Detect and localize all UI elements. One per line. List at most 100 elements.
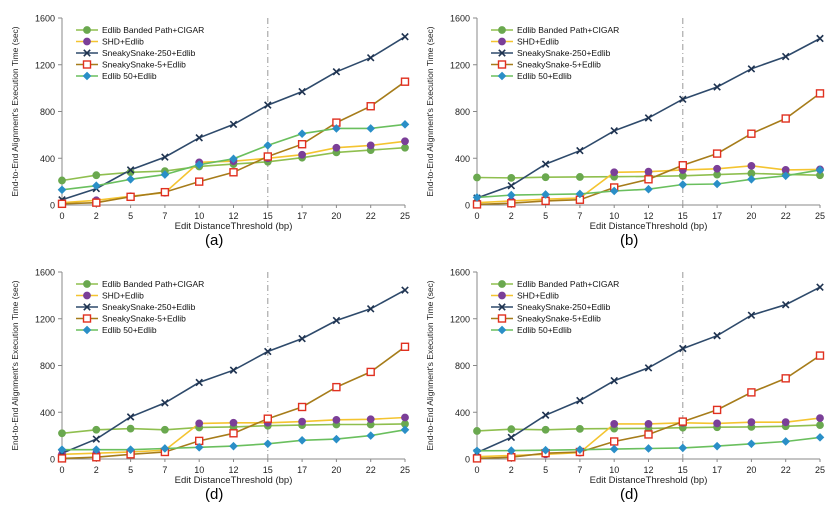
x-tick-label: 2 bbox=[94, 465, 99, 475]
x-tick-label: 25 bbox=[815, 465, 825, 475]
caption-c: (d) bbox=[205, 486, 224, 503]
data-point-s5 bbox=[575, 189, 585, 199]
y-axis-label: End-to-End Alignment's Execution Time (s… bbox=[10, 280, 20, 450]
data-point-s2 bbox=[332, 143, 341, 152]
y-axis-label: End-to-End Alignment's Execution Time (s… bbox=[425, 26, 435, 196]
data-point-s5 bbox=[91, 445, 101, 454]
x-marker-stroke bbox=[679, 95, 687, 103]
data-point-s5 bbox=[126, 445, 135, 454]
x-marker-stroke bbox=[195, 134, 203, 142]
data-point-s4 bbox=[263, 414, 272, 423]
data-point-s2 bbox=[713, 164, 722, 173]
chart-panel-b: 0 400 800 1200 1600 0 2 5 7 10 12 15 17 20 22 25 Edit Di… bbox=[415, 0, 830, 254]
x-marker-stroke bbox=[229, 120, 238, 129]
data-point-s4 bbox=[297, 140, 307, 149]
data-point-s2 bbox=[401, 413, 409, 422]
data-point-s2 bbox=[644, 167, 653, 176]
data-point-s2 bbox=[747, 418, 756, 427]
data-point-s5 bbox=[229, 154, 238, 164]
data-point-s3 bbox=[161, 153, 169, 161]
data-point-s3 bbox=[679, 344, 687, 353]
data-point-s4 bbox=[57, 199, 67, 209]
x-axis-label: Edit DistanceThreshold (bp) bbox=[590, 221, 708, 232]
data-point-s1 bbox=[541, 425, 550, 434]
data-point-s3 bbox=[576, 396, 584, 405]
data-point-s2 bbox=[747, 161, 756, 170]
x-marker-stroke bbox=[126, 166, 135, 174]
data-point-s4 bbox=[712, 149, 722, 158]
y-tick-label: 400 bbox=[40, 408, 55, 418]
legend-label: SneakySnake-250+Edlib bbox=[517, 48, 611, 58]
data-point-s3 bbox=[816, 283, 824, 291]
legend-marker bbox=[497, 314, 507, 323]
x-tick-label: 22 bbox=[781, 465, 791, 475]
data-point-s5 bbox=[644, 444, 653, 453]
y-tick-label: 800 bbox=[455, 361, 470, 371]
x-tick-label: 20 bbox=[331, 465, 341, 475]
legend-marker bbox=[498, 49, 506, 57]
data-point-s1 bbox=[507, 425, 516, 434]
data-point-s5 bbox=[644, 184, 653, 194]
data-point-s4 bbox=[747, 388, 756, 397]
legend-label: Edlib 50+Edlib bbox=[102, 325, 157, 335]
data-point-s5 bbox=[297, 435, 307, 445]
data-point-s4 bbox=[400, 77, 410, 86]
data-point-s5 bbox=[263, 439, 273, 449]
x-tick-label: 12 bbox=[228, 211, 238, 221]
data-point-s3 bbox=[507, 433, 516, 442]
y-tick-label: 0 bbox=[50, 201, 55, 211]
x-tick-label: 25 bbox=[400, 211, 410, 221]
x-marker-stroke bbox=[126, 413, 135, 421]
chart-panel-d: 0 400 800 1200 1600 0 2 5 7 10 12 15 17 20 22 25 Edit Di… bbox=[415, 254, 830, 508]
legend-label: SHD+Edlib bbox=[102, 291, 144, 301]
data-point-s4 bbox=[644, 175, 653, 184]
legend-label: SneakySnake-5+Edlib bbox=[102, 60, 186, 70]
y-tick-label: 800 bbox=[40, 107, 55, 117]
legend-label: Edlib 50+Edlib bbox=[517, 71, 572, 81]
legend-marker bbox=[498, 26, 506, 34]
data-point-s2 bbox=[366, 415, 375, 424]
legend-marker bbox=[83, 26, 91, 34]
x-tick-label: 22 bbox=[366, 211, 376, 221]
data-point-s4 bbox=[644, 430, 653, 439]
legend-marker bbox=[83, 291, 91, 300]
x-tick-label: 5 bbox=[543, 211, 548, 221]
data-point-s3 bbox=[713, 331, 721, 340]
x-tick-label: 20 bbox=[331, 211, 341, 221]
x-marker-stroke bbox=[644, 114, 653, 122]
x-tick-label: 15 bbox=[263, 465, 273, 475]
y-tick-label: 1200 bbox=[35, 314, 55, 324]
legend-label: SneakySnake-250+Edlib bbox=[517, 302, 611, 312]
data-point-s3 bbox=[126, 166, 135, 174]
data-point-s5 bbox=[747, 174, 756, 184]
data-point-s1 bbox=[507, 173, 516, 182]
data-point-s3 bbox=[610, 127, 618, 135]
data-point-s4 bbox=[297, 402, 307, 412]
data-point-s3 bbox=[507, 181, 516, 190]
x-tick-label: 17 bbox=[712, 211, 722, 221]
x-marker-stroke bbox=[781, 52, 790, 61]
data-point-s5 bbox=[678, 443, 688, 453]
x-marker-stroke bbox=[161, 153, 169, 161]
x-tick-label: 17 bbox=[297, 465, 307, 475]
data-point-s5 bbox=[678, 180, 688, 189]
legend-label: Edlib 50+Edlib bbox=[517, 325, 572, 335]
data-point-s2 bbox=[610, 168, 619, 177]
data-point-s2 bbox=[713, 419, 722, 428]
legend-marker bbox=[498, 303, 506, 311]
data-point-s1 bbox=[58, 429, 66, 438]
x-tick-label: 7 bbox=[162, 211, 167, 221]
x-tick-label: 12 bbox=[228, 465, 238, 475]
legend-label: Edlib Banded Path+CIGAR bbox=[102, 25, 204, 35]
x-marker-stroke bbox=[576, 396, 584, 405]
data-point-s2 bbox=[610, 420, 619, 428]
data-point-s4 bbox=[678, 161, 687, 170]
x-tick-label: 12 bbox=[643, 211, 653, 221]
x-tick-label: 15 bbox=[678, 211, 688, 221]
data-point-s5 bbox=[126, 174, 135, 184]
data-point-s1 bbox=[576, 424, 584, 433]
data-point-s4 bbox=[507, 199, 516, 208]
data-point-s4 bbox=[815, 351, 825, 360]
x-marker-stroke bbox=[298, 334, 306, 343]
